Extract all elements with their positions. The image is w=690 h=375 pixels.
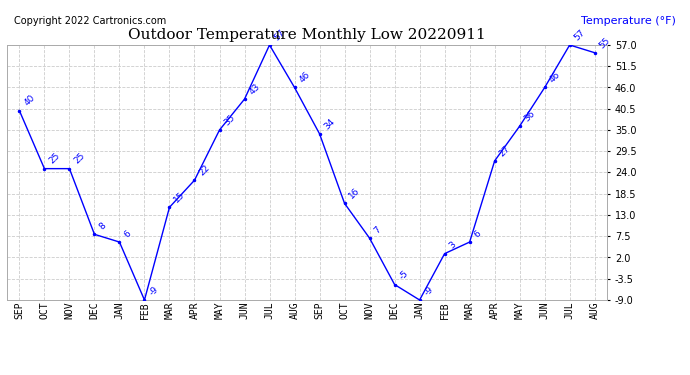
Text: 34: 34 — [322, 117, 337, 131]
Text: 57: 57 — [273, 28, 287, 42]
Text: 36: 36 — [522, 109, 537, 123]
Text: -9: -9 — [147, 285, 160, 297]
Text: 40: 40 — [22, 93, 37, 108]
Text: 22: 22 — [197, 163, 212, 177]
Text: 3: 3 — [447, 240, 458, 251]
Text: Temperature (°F): Temperature (°F) — [581, 16, 676, 26]
Text: 25: 25 — [47, 152, 61, 166]
Text: 15: 15 — [172, 190, 187, 204]
Text: 35: 35 — [222, 113, 237, 127]
Text: 6: 6 — [122, 229, 132, 239]
Text: 57: 57 — [573, 28, 587, 42]
Text: 7: 7 — [373, 225, 383, 236]
Text: 8: 8 — [97, 221, 108, 231]
Text: 46: 46 — [547, 70, 562, 85]
Text: 16: 16 — [347, 186, 362, 201]
Text: 25: 25 — [72, 152, 87, 166]
Text: 46: 46 — [297, 70, 312, 85]
Text: 55: 55 — [598, 36, 612, 50]
Text: 6: 6 — [473, 229, 483, 239]
Text: -9: -9 — [422, 285, 435, 297]
Title: Outdoor Temperature Monthly Low 20220911: Outdoor Temperature Monthly Low 20220911 — [128, 28, 486, 42]
Text: Copyright 2022 Cartronics.com: Copyright 2022 Cartronics.com — [14, 16, 166, 26]
Text: -5: -5 — [397, 269, 410, 282]
Text: 43: 43 — [247, 82, 262, 96]
Text: 27: 27 — [497, 144, 512, 158]
